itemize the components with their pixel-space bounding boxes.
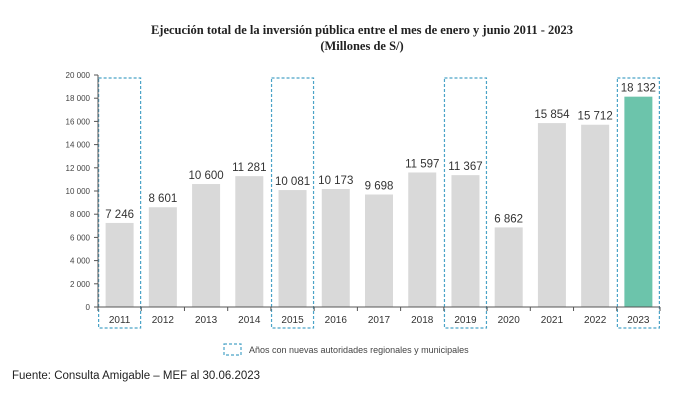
x-tick-label-2016: 2016: [325, 315, 348, 326]
bar-chart: 7 246 2011 8 601 2012 10 600 2013 11 281 2014 10…: [66, 71, 661, 356]
highlight-box-2011: [98, 77, 142, 329]
highlight-box-2023: [616, 77, 660, 329]
bar-2019: [451, 175, 480, 307]
labels-layer: 7 246 2011 8 601 2012 10 600 2013 11 281 2014 10…: [105, 83, 656, 326]
chart-subtitle: (Millones de S/): [320, 39, 404, 53]
bar-2022: [581, 124, 610, 307]
chart-title-line1: Ejecución total de la inversión pública …: [150, 23, 574, 37]
value-label-2018: 11 597: [405, 158, 439, 170]
y-tick-label: 6 000: [70, 233, 91, 242]
bar-2014: [235, 176, 264, 307]
y-tick-label: 20 000: [66, 71, 91, 80]
bar-2011: [105, 222, 134, 307]
bar-2013: [192, 184, 221, 307]
y-tick-label: 8 000: [70, 210, 91, 219]
legend-label: Años con nuevas autoridades regionales y…: [249, 345, 469, 355]
y-tick-label: 12 000: [66, 164, 91, 173]
x-tick-label-2011: 2011: [109, 315, 131, 326]
value-label-2012: 8 601: [148, 193, 177, 205]
x-tick-label-2021: 2021: [541, 315, 564, 326]
legend-dashed-box-icon: [223, 343, 242, 356]
value-label-2013: 10 600: [188, 170, 223, 182]
x-tick-label-2022: 2022: [584, 315, 607, 326]
bar-2015: [278, 190, 307, 307]
y-tick-label: 0: [86, 303, 91, 312]
bar-2020: [494, 227, 523, 307]
value-label-2011: 7 246: [105, 209, 134, 221]
legend-layer: Años con nuevas autoridades regionales y…: [223, 343, 469, 356]
bar-2018: [408, 172, 437, 307]
y-tick-label: 16 000: [66, 117, 91, 126]
chart-title: Ejecución total de la inversión pública …: [0, 22, 700, 54]
bar-2012: [148, 207, 177, 307]
x-tick-label-2023: 2023: [627, 315, 650, 326]
x-tick-label-2012: 2012: [152, 315, 175, 326]
source-note: Fuente: Consulta Amigable – MEF al 30.06…: [12, 370, 261, 382]
value-label-2022: 15 712: [578, 111, 613, 123]
x-tick-label-2013: 2013: [195, 315, 218, 326]
axis-layer: 0 2 000 4 000 6 000 8 000 10 000 12 000 14 000 1…: [66, 71, 661, 312]
x-tick-label-2019: 2019: [454, 315, 477, 326]
bar-2017: [365, 194, 393, 307]
x-tick-label-2015: 2015: [281, 315, 304, 326]
value-label-2016: 10 173: [318, 175, 353, 187]
y-tick-label: 10 000: [66, 187, 91, 196]
highlight-box-2019: [443, 77, 488, 329]
value-label-2015: 10 081: [275, 176, 310, 188]
bar-2016: [321, 188, 350, 307]
highlight-boxes-layer: [98, 77, 660, 329]
value-label-2021: 15 854: [534, 109, 570, 121]
y-tick-label: 4 000: [70, 257, 91, 266]
bar-2021: [537, 123, 566, 307]
x-tick-label-2017: 2017: [368, 315, 391, 326]
value-label-2014: 11 281: [232, 162, 266, 174]
value-label-2023: 18 132: [621, 83, 656, 95]
x-tick-label-2020: 2020: [498, 315, 521, 326]
y-tick-label: 2 000: [70, 280, 91, 289]
x-tick-label-2014: 2014: [238, 315, 261, 326]
bars-layer: [105, 96, 653, 308]
value-label-2019: 11 367: [448, 161, 482, 173]
highlight-box-2015: [270, 77, 315, 329]
x-tick-label-2018: 2018: [411, 315, 434, 326]
y-tick-label: 18 000: [66, 94, 91, 103]
value-label-2017: 9 698: [365, 181, 394, 193]
bar-2023: [624, 96, 653, 308]
y-tick-label: 14 000: [66, 141, 91, 150]
value-label-2020: 6 862: [494, 213, 523, 225]
